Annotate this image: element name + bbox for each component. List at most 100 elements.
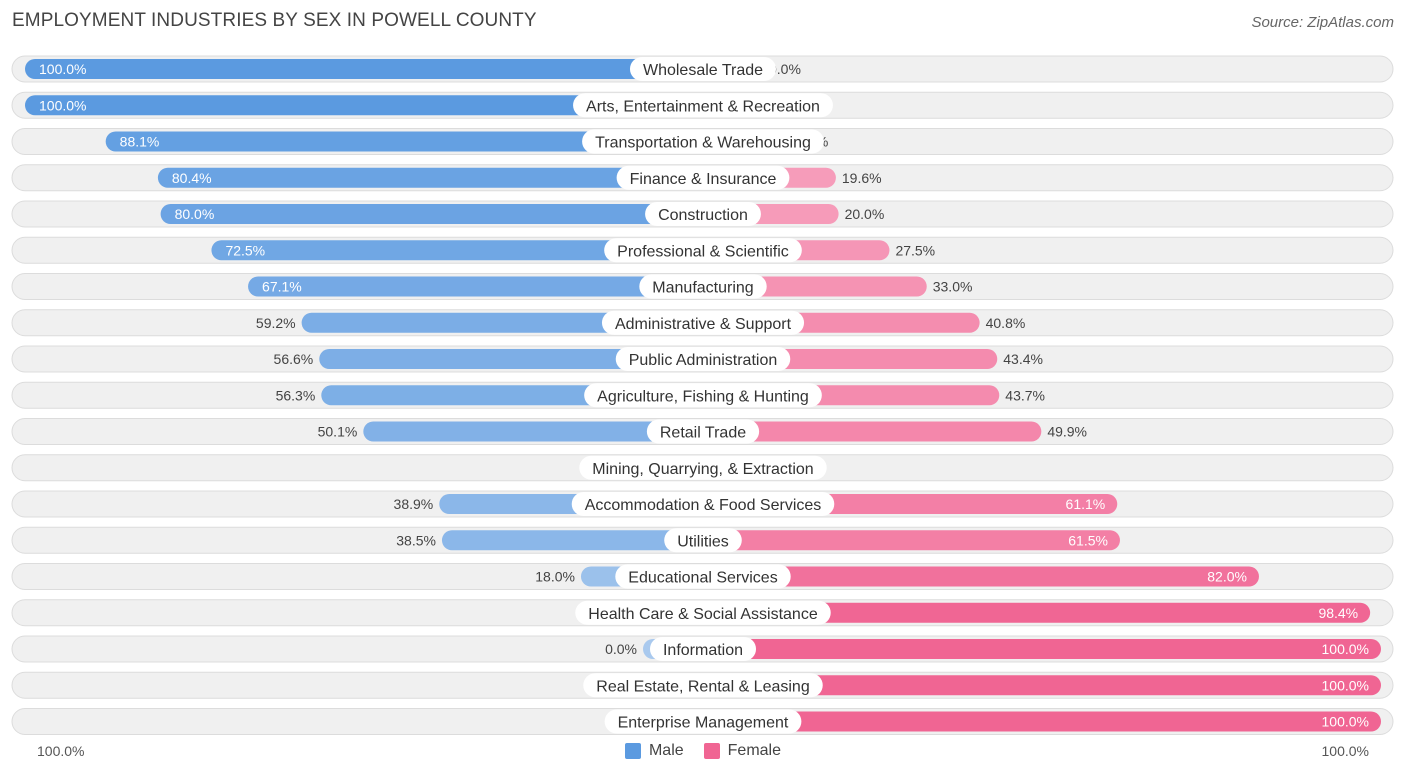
chart-row: 0.0%100.0%Enterprise Management: [11, 708, 1394, 735]
legend-female: Female: [703, 742, 782, 760]
legend-male-label: Male: [648, 742, 684, 759]
chart-row: 50.1% 49.9% Retail Trade: [11, 418, 1394, 445]
female-value-label: 98.4%: [1318, 605, 1358, 621]
female-bar: [703, 530, 1120, 551]
legend-male-swatch: [624, 743, 641, 759]
chart-row: 80.0% 20.0% Construction: [11, 200, 1394, 228]
male-value-label: 67.1%: [262, 279, 302, 295]
category-pill: [601, 310, 805, 335]
male-bar: [301, 312, 703, 333]
chart-row: 1.6%98.4%Health Care & Social Assistance: [11, 599, 1394, 627]
male-bar: [160, 204, 704, 224]
category-label: Arts, Entertainment & Recreation: [586, 98, 820, 115]
category-pill: [571, 492, 835, 516]
legend: Male Female: [0, 742, 1406, 760]
chart-row: 56.6% 43.4% Public Administration: [11, 345, 1394, 373]
male-value-label: 38.5%: [396, 532, 436, 548]
female-bar: [703, 421, 1042, 442]
female-bar: [703, 602, 1371, 623]
male-value-label: 0.0%: [605, 641, 637, 657]
legend-female-swatch: [703, 743, 720, 759]
category-pill: [645, 202, 761, 226]
category-pill: [616, 165, 790, 190]
male-bar: [211, 240, 703, 261]
category-pill: [604, 709, 802, 734]
category-label: Health Care & Social Assistance: [588, 606, 818, 623]
female-bar: [703, 711, 1381, 732]
chart-row: 80.4% 19.6% Finance & Insurance: [11, 164, 1394, 192]
category-pill: [615, 564, 791, 589]
female-value-label: 82.0%: [1207, 569, 1247, 585]
female-value-label: 0.0%: [769, 61, 801, 77]
category-pill: [639, 274, 767, 299]
female-bar: [703, 566, 1259, 587]
category-pill: [575, 600, 831, 625]
male-bar: [105, 131, 703, 152]
male-value-label: 80.0%: [175, 206, 215, 222]
category-label: Accommodation & Food Services: [585, 497, 822, 514]
category-label: Real Estate, Rental & Leasing: [596, 678, 809, 695]
chart-row: 100.0% 0.0% Wholesale Trade: [11, 55, 1394, 83]
category-label: Administrative & Support: [615, 316, 792, 333]
male-value-label: 100.0%: [39, 61, 86, 77]
female-value-label: 49.9%: [1047, 424, 1087, 440]
category-label: Wholesale Trade: [643, 62, 763, 79]
category-pill: [615, 347, 791, 371]
axis-right-label: 100.0%: [1321, 743, 1369, 759]
category-label: Professional & Scientific: [617, 243, 789, 260]
female-value-label: 40.8%: [986, 315, 1026, 331]
category-pill: [573, 93, 833, 118]
male-value-label: 72.5%: [225, 242, 265, 258]
chart-row: 18.0% 82.0% Educational Services: [11, 563, 1394, 590]
female-value-label: 100.0%: [1322, 641, 1369, 657]
male-value-label: 80.4%: [172, 170, 212, 186]
chart-title: EMPLOYMENT INDUSTRIES BY SEX IN POWELL C…: [12, 10, 537, 31]
chart-row: 0.0%0.0%Mining, Quarrying, & Extraction: [11, 454, 1394, 482]
male-bar: [319, 349, 703, 369]
male-bar: [248, 276, 703, 297]
female-value-label: 100.0%: [1322, 714, 1369, 730]
category-label: Finance & Insurance: [630, 171, 777, 188]
female-value-label: 27.5%: [895, 242, 935, 258]
category-label: Mining, Quarrying, & Extraction: [592, 461, 813, 478]
chart-row: 67.1% 33.0% Manufacturing: [11, 273, 1394, 300]
chart-row: 100.0%0.0%Arts, Entertainment & Recreati…: [11, 91, 1394, 119]
female-bar: [703, 675, 1381, 696]
female-value-label: 19.6%: [842, 170, 882, 186]
legend-female-label: Female: [727, 742, 782, 759]
male-value-label: 56.3%: [276, 387, 316, 403]
category-pill: [604, 238, 802, 263]
male-value-label: 100.0%: [39, 97, 86, 113]
category-pill: [646, 419, 760, 444]
category-label: Educational Services: [628, 570, 777, 587]
female-value-label: 20.0%: [845, 206, 885, 222]
chart-row: 0.0%100.0%Real Estate, Rental & Leasing: [11, 671, 1394, 699]
legend-male: Male: [624, 742, 684, 760]
chart-row: 38.9% 61.1% Accommodation & Food Services: [11, 490, 1394, 518]
male-bar: [363, 421, 703, 442]
category-label: Enterprise Management: [618, 715, 789, 732]
male-bar: [157, 167, 703, 188]
chart-row: 88.1%11.9%Transportation & Warehousing: [11, 128, 1394, 155]
axis-left-label: 100.0%: [37, 743, 85, 759]
category-pill: [629, 57, 777, 81]
female-value-label: 43.4%: [1003, 351, 1043, 367]
category-label: Information: [663, 642, 743, 659]
category-label: Manufacturing: [652, 280, 753, 297]
chart-row: 0.0% 100.0% Information: [11, 635, 1394, 663]
category-pill: [582, 129, 824, 154]
category-label: Retail Trade: [660, 425, 746, 442]
female-value-label: 33.0%: [933, 279, 973, 295]
category-label: Agriculture, Fishing & Hunting: [597, 388, 809, 405]
category-pill: [583, 673, 823, 698]
chart-row: 72.5% 27.5% Professional & Scientific: [11, 236, 1394, 264]
male-value-label: 56.6%: [274, 351, 314, 367]
male-value-label: 38.9%: [394, 496, 434, 512]
male-value-label: 59.2%: [256, 315, 296, 331]
category-label: Public Administration: [629, 352, 778, 369]
male-value-label: 88.1%: [120, 134, 160, 150]
male-bar: [441, 530, 703, 551]
female-value-label: 61.5%: [1068, 532, 1108, 548]
source-label: Source: ZipAtlas.com: [1251, 14, 1394, 31]
category-pill: [584, 383, 822, 408]
